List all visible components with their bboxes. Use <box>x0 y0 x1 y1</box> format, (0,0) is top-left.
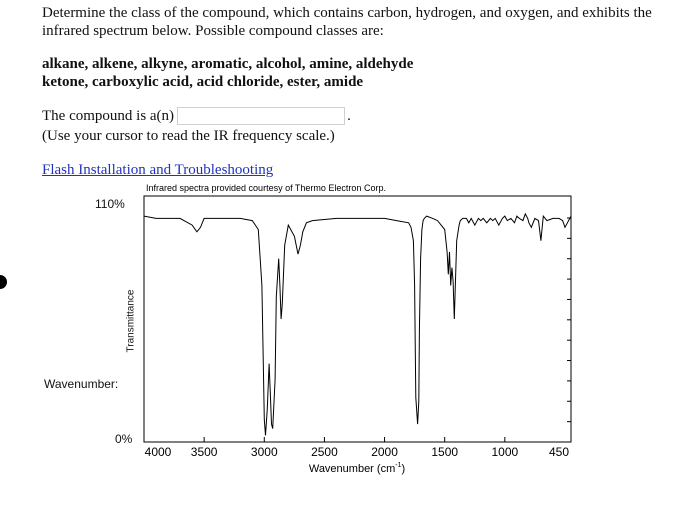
class-list-line-2: ketone, carboxylic acid, acid chloride, … <box>42 74 364 90</box>
y-bottom-label: 0% <box>115 432 133 446</box>
x-tick-label: 1000 <box>491 445 518 459</box>
flash-troubleshooting-link[interactable]: Flash Installation and Troubleshooting <box>42 162 274 178</box>
compound-class-list: alkane, alkene, alkyne, aromatic, alcoho… <box>42 55 413 91</box>
answer-label: The compound is a(n) <box>42 107 175 124</box>
plot-frame <box>143 195 572 443</box>
x-tick-label: 450 <box>549 445 569 459</box>
wavenumber-readout: Wavenumber: <box>44 377 119 391</box>
x-tick-label: 4000 <box>145 445 172 459</box>
answer-period: . <box>347 107 351 124</box>
x-tick-label: 1500 <box>431 445 458 459</box>
question-prompt: Determine the class of the compound, whi… <box>42 5 652 39</box>
x-axis-title: Wavenumber (cm-1) <box>309 462 405 475</box>
x-axis-ticks <box>143 437 572 442</box>
spectrum-line <box>143 212 572 436</box>
class-list-line-1: alkane, alkene, alkyne, aromatic, alcoho… <box>42 56 414 72</box>
answer-row: The compound is a(n) . <box>42 107 351 125</box>
right-axis-ticks <box>567 217 571 443</box>
x-tick-label: 2000 <box>371 445 398 459</box>
spectrum-credit: Infrared spectra provided courtesy of Th… <box>146 183 386 193</box>
instruction-hint: (Use your cursor to read the IR frequenc… <box>42 128 335 144</box>
x-tick-label: 3000 <box>251 445 278 459</box>
x-tick-labels: 4000 3500 3000 2500 2000 1500 1000 450 <box>145 445 570 459</box>
x-tick-label: 2500 <box>311 445 338 459</box>
x-tick-label: 3500 <box>191 445 218 459</box>
answer-input[interactable] <box>177 107 346 125</box>
y-top-label: 110% <box>95 197 125 211</box>
edge-dot <box>0 275 7 289</box>
